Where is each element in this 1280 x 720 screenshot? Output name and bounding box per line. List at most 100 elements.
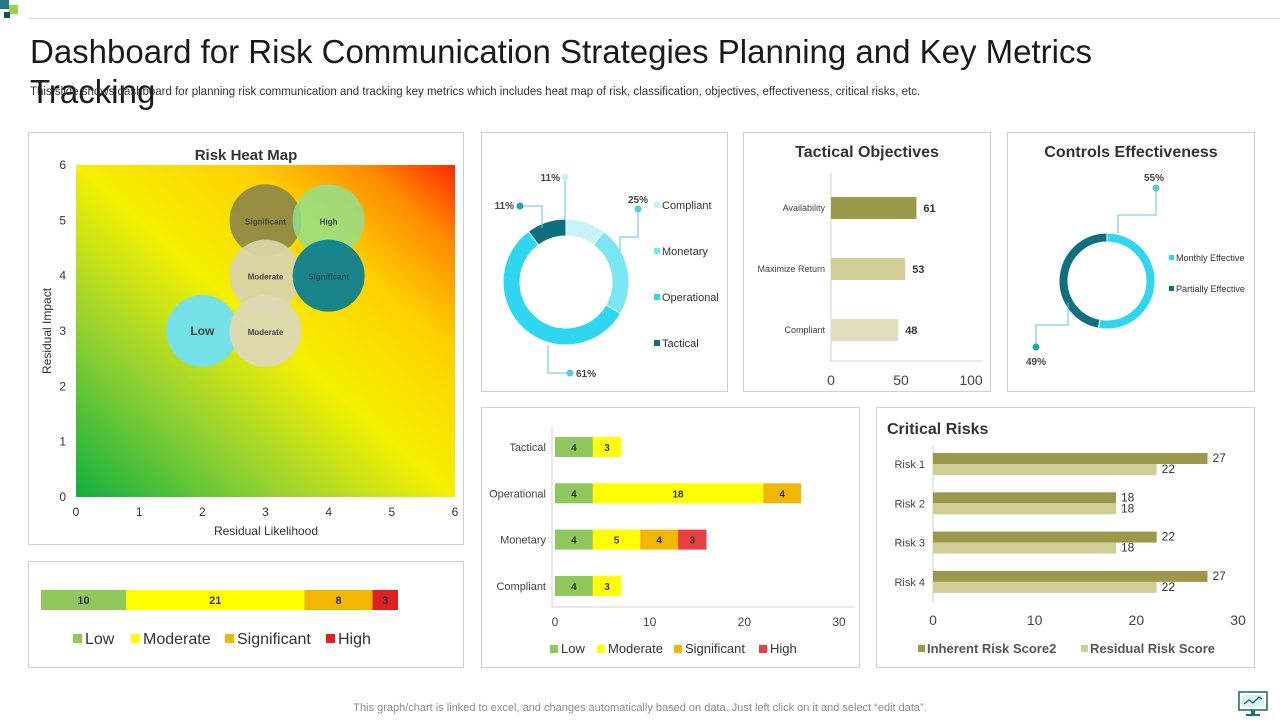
category-label: Compliant <box>496 581 546 593</box>
donut-slice <box>592 230 630 315</box>
heatmap-bubble <box>292 184 365 257</box>
legend-swatch <box>654 340 660 346</box>
category-bar-segment <box>555 575 593 596</box>
tactical-title: Tactical Objectives <box>795 144 939 161</box>
heatmap-x-tick: 5 <box>388 505 395 519</box>
critical-panel: Critical Risks Risk 1 27 22 Risk 2 18 18 Risk … <box>876 407 1255 668</box>
critical-title: Critical Risks <box>887 421 988 438</box>
donut-leader-line <box>520 205 543 228</box>
donut-leader-dot <box>1152 184 1160 192</box>
tactical-value-label: 53 <box>912 264 924 276</box>
legend-swatch <box>550 645 558 653</box>
legend-swatch <box>759 645 767 653</box>
category-label: Monetary <box>500 535 546 547</box>
category-bar-segment <box>555 437 593 457</box>
category-bar-label: 4 <box>571 536 577 547</box>
classification-chart[interactable]: 11% 25% 61% 11% Compliant Monetary Operationa… <box>482 133 727 391</box>
heatmap-panel: Risk Heat Map 0 1 2 3 4 5 6 0 1 2 3 4 5 6 Significan… <box>28 132 464 545</box>
heatmap-bubble <box>166 295 239 367</box>
donut-leader-line <box>619 209 639 251</box>
heatmap-bubble-label: Moderate <box>248 273 284 282</box>
summary-bar-label: 21 <box>209 595 221 607</box>
category-bar-segment <box>592 575 622 596</box>
summary-legend-swatch <box>326 634 335 643</box>
summary-bar-segment <box>41 590 126 610</box>
critical-bar <box>933 492 1116 504</box>
critical-value-label: 18 <box>1121 501 1135 515</box>
category-stack-panel: Tactical 4 3 Operational 4 18 4 Monetary 4 5 4 3 Com… <box>481 407 860 668</box>
legend-label: Residual Risk Score <box>1090 641 1215 656</box>
legend-swatch <box>654 248 660 254</box>
tactical-category-label: Compliant <box>784 325 825 335</box>
critical-category-label: Risk 2 <box>894 498 925 510</box>
donut-leader-dot <box>1032 343 1040 351</box>
category-x-tick: 0 <box>552 615 559 629</box>
tactical-x-tick: 50 <box>893 372 909 388</box>
tactical-bar <box>831 197 917 219</box>
legend-swatch <box>654 202 660 208</box>
legend-swatch <box>1169 286 1174 291</box>
controls-title: Controls Effectiveness <box>1044 144 1218 161</box>
category-bar-segment <box>678 529 707 550</box>
legend-label: Compliant <box>662 200 712 212</box>
category-bar-label: 4 <box>571 489 577 500</box>
critical-bar <box>933 570 1208 582</box>
tactical-chart[interactable]: Availability 61 Maximize Return 53 Compliant… <box>744 133 990 391</box>
summary-legend-swatch <box>131 634 140 643</box>
page-title: Dashboard for Risk Communication Strateg… <box>30 33 1092 111</box>
heatmap-bubble <box>292 239 365 312</box>
heatmap-y-tick: 0 <box>59 490 66 504</box>
legend-label: High <box>770 641 797 656</box>
heatmap-bubble-label: Moderate <box>248 328 284 337</box>
heatmap-y-tick: 2 <box>59 379 66 393</box>
donut-value-label: 61% <box>576 369 596 380</box>
category-label: Operational <box>489 488 546 500</box>
summary-stack-chart[interactable]: 10 21 8 3 Low Moderate Significant High <box>29 562 463 667</box>
critical-category-label: Risk 1 <box>894 459 925 471</box>
tactical-value-label: 61 <box>923 203 935 215</box>
summary-legend-swatch <box>73 634 82 643</box>
summary-legend-label: Low <box>85 631 115 648</box>
classification-panel: 11% 25% 61% 11% Compliant Monetary Operationa… <box>481 132 728 392</box>
donut-leader-line <box>1035 303 1069 347</box>
donut-slice <box>502 230 622 346</box>
summary-legend-label: High <box>338 631 371 648</box>
critical-x-tick: 20 <box>1129 612 1145 628</box>
legend-swatch <box>654 294 660 300</box>
summary-bar-segment <box>372 590 398 610</box>
controls-chart[interactable]: 55% 49% Monthly Effective Partially Effect… <box>1008 133 1254 391</box>
donut-value-label: 55% <box>1144 173 1164 184</box>
donut-value-label: 25% <box>628 195 648 206</box>
heatmap-bubble-label: Significant <box>245 217 286 226</box>
summary-bar-segment <box>126 590 305 610</box>
summary-bar-label: 8 <box>335 595 341 607</box>
donut-leader-line <box>1117 188 1157 233</box>
category-stack-chart[interactable]: Tactical 4 3 Operational 4 18 4 Monetary 4 5 4 3 Com… <box>482 408 859 667</box>
heatmap-x-tick: 0 <box>73 505 80 519</box>
category-bar-label: 4 <box>656 536 662 547</box>
heatmap-chart[interactable]: Risk Heat Map 0 1 2 3 4 5 6 0 1 2 3 4 5 6 Significan… <box>29 133 463 544</box>
heatmap-x-label: Residual Likelihood <box>214 524 318 538</box>
donut-value-label: 11% <box>495 201 515 212</box>
category-label: Tactical <box>509 442 546 454</box>
tactical-x-tick: 100 <box>959 372 983 388</box>
summary-legend-label: Significant <box>237 631 311 648</box>
legend-label: Significant <box>685 641 745 656</box>
monitor-chart-icon[interactable] <box>1238 691 1268 717</box>
heatmap-x-tick: 3 <box>262 505 269 519</box>
category-x-tick: 10 <box>643 615 657 629</box>
critical-x-tick: 0 <box>929 612 937 628</box>
category-bar-label: 4 <box>571 443 577 454</box>
heatmap-bubble <box>229 295 302 367</box>
donut-slice <box>1058 232 1108 329</box>
corner-decoration <box>0 0 26 20</box>
critical-bar <box>933 542 1116 554</box>
critical-x-tick: 10 <box>1027 612 1043 628</box>
category-bar-label: 3 <box>689 536 695 547</box>
summary-legend-swatch <box>225 634 234 643</box>
legend-label: Inherent Risk Score2 <box>927 641 1056 656</box>
category-bar-label: 18 <box>673 489 685 500</box>
heatmap-y-tick: 4 <box>59 269 66 283</box>
tactical-panel: Tactical Objectives Availability 61 Maximi… <box>743 132 991 392</box>
